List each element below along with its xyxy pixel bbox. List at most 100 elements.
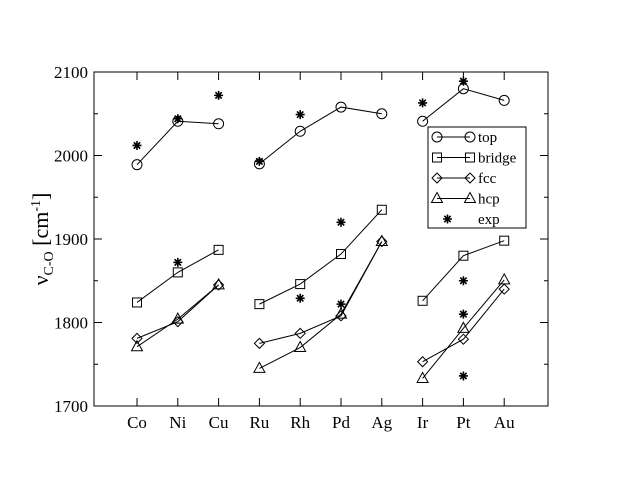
y-tick-label: 2100 [54,63,88,82]
data-point-bridge [458,250,469,261]
data-point-bridge [254,299,265,310]
data-point-top [335,101,347,113]
series-line-fcc [136,284,219,339]
data-point-bridge [417,295,428,306]
y-axis-ticks: 1700 1800 1900 2000 2100 [54,63,548,416]
data-point-exp [214,90,224,100]
legend-marker [463,191,477,203]
data-point-exp [458,76,468,86]
x-tick-label: Pt [456,413,470,432]
legend-entry-top: top [431,130,497,146]
legend-marker [464,131,476,143]
series-bridge [132,204,510,310]
x-tick-label: Au [494,413,515,432]
legend-entry-exp: exp [443,212,500,228]
legend-label: fcc [478,171,497,187]
y-axis-label-unit-exponent: -1 [29,200,44,212]
data-point-bridge [213,244,224,255]
data-point-fcc [131,332,143,345]
legend-entry-hcp: hcp [430,191,500,208]
series-line-top [136,120,219,166]
data-point-hcp [293,340,307,353]
data-point-bridge [376,204,387,215]
data-point-hcp [334,307,348,319]
data-point-hcp [171,312,185,324]
data-point-top [131,159,143,171]
legend-marker [431,172,443,184]
y-tick-label: 1900 [54,230,88,249]
series-fcc [131,235,510,368]
y-axis-label-subscript: C-O [42,251,57,275]
data-point-hcp [457,321,470,333]
data-point-bridge [132,297,142,308]
legend-marker [443,214,452,224]
y-tick-label: 1700 [54,397,88,416]
data-point-exp [173,257,183,267]
x-tick-label: Ag [371,413,392,432]
x-tick-label: Co [127,413,147,432]
x-tick-label: Ni [169,413,186,432]
data-point-exp [173,114,183,124]
legend: top bridge fcc hcp exp [427,126,527,229]
data-point-fcc [212,279,225,291]
legend-marker [431,131,443,143]
series-line-top [259,106,382,165]
data-point-fcc [376,235,388,248]
legend-label: bridge [478,151,517,167]
y-tick-label: 2000 [54,147,88,166]
data-point-fcc [498,283,510,295]
x-tick-label: Cu [209,413,229,432]
data-point-exp [458,276,468,286]
data-point-hcp [253,361,266,373]
data-point-top [213,118,225,130]
legend-label: top [478,130,497,146]
y-axis-label-symbol: ν [28,275,53,285]
legend-marker [430,191,444,203]
y-axis-label-unit: [cm [28,212,53,252]
data-point-exp [254,156,264,166]
series-line-bridge [422,240,505,302]
data-point-exp [295,110,305,120]
data-point-exp [458,309,468,319]
series-line-bridge [136,249,219,303]
data-point-hcp [212,277,225,290]
x-tick-label: Ir [417,413,429,432]
legend-marker [432,152,442,163]
x-tick-label: Ru [249,413,269,432]
x-tick-label: Pd [332,413,350,432]
data-point-top [417,115,429,127]
data-point-hcp [375,234,389,247]
series-line-bridge [259,209,383,305]
x-tick-label: Rh [290,413,310,432]
data-point-exp [336,299,346,309]
data-point-hcp [416,371,429,383]
data-point-bridge [172,267,183,278]
legend-marker [465,152,475,163]
data-point-exp [418,98,428,108]
series-line-hcp [422,279,505,379]
plot-frame [93,71,549,407]
y-axis-label: νC-O [cm-1] [28,193,57,286]
legend-label: hcp [478,192,500,208]
data-point-exp [458,371,468,381]
legend-marker [464,172,476,184]
y-tick-label: 1800 [54,314,88,333]
data-point-hcp [497,272,511,285]
x-axis-ticks: Co Ni Cu Ru Rh Pd Ag Ir Pt Au [127,72,515,432]
data-point-bridge [336,249,346,260]
series-hcp [130,234,511,383]
data-point-fcc [457,333,470,345]
data-point-bridge [295,279,306,290]
data-point-fcc [416,356,429,368]
data-point-fcc [294,327,306,340]
data-point-bridge [499,235,510,246]
data-point-hcp [130,339,144,352]
data-point-exp [336,217,346,227]
legend-entry-fcc: fcc [431,171,497,187]
data-point-fcc [253,337,266,350]
legend-label: exp [478,212,500,228]
y-axis-label-unit-close: ] [28,193,53,200]
data-point-exp [295,293,305,303]
series-line-fcc [259,241,383,344]
